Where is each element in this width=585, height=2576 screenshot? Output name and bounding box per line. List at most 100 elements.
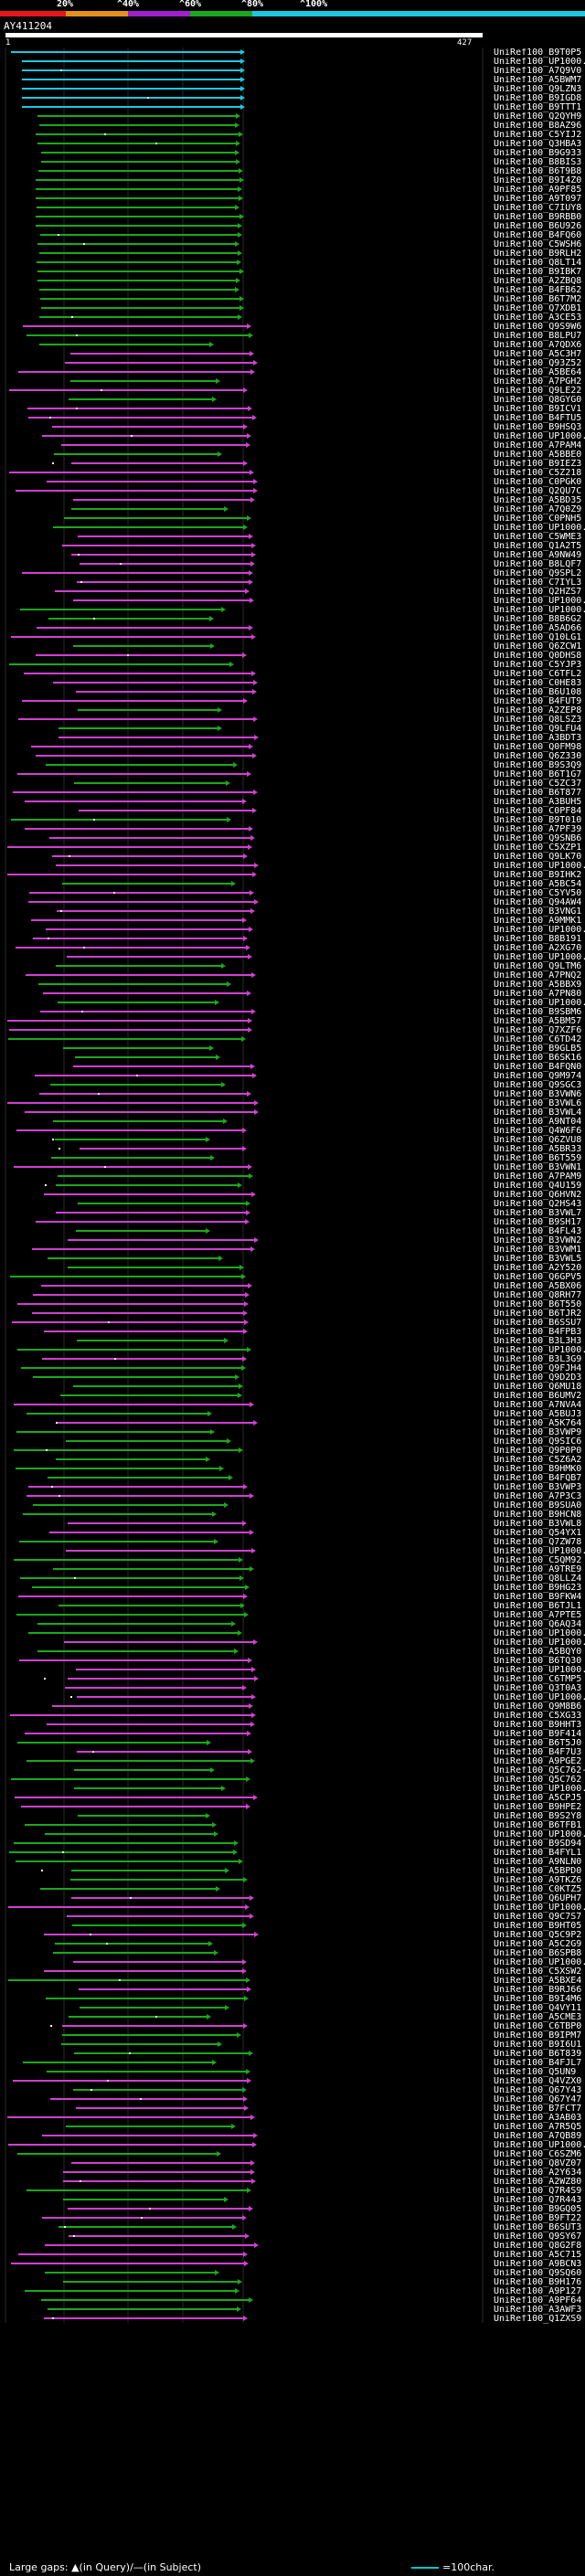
hit-name[interactable]: UniRef100_Q5C762-2 [494,1766,585,1776]
hit-name[interactable]: UniRef100_B9HG23 [494,1584,582,1593]
hit-name[interactable]: UniRef100_Q4VZX0 [494,2077,582,2086]
hit-name[interactable]: UniRef100_Q9M974 [494,1072,582,1081]
hit-name[interactable]: UniRef100_A9PF85 [494,186,582,195]
hit-name[interactable]: UniRef100_UP1000.. [494,926,585,935]
hit-name[interactable]: UniRef100_Q9SY67 [494,2232,582,2242]
hit-name[interactable]: UniRef100_A7QDX6 [494,341,582,350]
hit-name[interactable]: UniRef100_C5XZP1 [494,843,582,853]
hit-name[interactable]: UniRef100_B3VWL6 [494,1099,582,1108]
hit-name[interactable]: UniRef100_Q0DHS8 [494,652,582,661]
hit-name[interactable]: UniRef100_A5BR33 [494,1145,582,1154]
hit-name[interactable]: UniRef100_B8AZ96 [494,122,582,131]
hit-name[interactable]: UniRef100_B9T0P5 [494,48,582,58]
hit-name[interactable]: UniRef100_B6TQ30 [494,1657,582,1666]
hit-name[interactable]: UniRef100_A5BD35 [494,496,582,505]
hit-name[interactable]: UniRef100_UP1000.. [494,953,585,962]
hit-name[interactable]: UniRef100_B9ICV1 [494,405,582,414]
hit-name[interactable]: UniRef100_A2XG70 [494,944,582,953]
hit-name[interactable]: UniRef100_B6TJL1 [494,1602,582,1611]
hit-name[interactable]: UniRef100_B6T7M2 [494,295,582,304]
hit-name[interactable]: UniRef100_B9HMK0 [494,1465,582,1474]
hit-name[interactable]: UniRef100_A5C2G9 [494,1940,582,1949]
hit-name[interactable]: UniRef100_A3BUH5 [494,798,582,807]
hit-name[interactable]: UniRef100_UP1000.. [494,597,585,606]
hit-name[interactable]: UniRef100_B4FQB7 [494,1474,582,1483]
hit-name[interactable]: UniRef100_B9IEZ3 [494,460,582,469]
hit-name[interactable]: UniRef100_C0PNH5 [494,514,582,524]
hit-name[interactable]: UniRef100_Q4VY11 [494,2004,582,2013]
hit-name[interactable]: UniRef100_Q5C9P2 [494,1931,582,1940]
hit-name[interactable]: UniRef100_Q7XDB1 [494,304,582,313]
hit-name[interactable]: UniRef100_A7Q9V0 [494,67,582,76]
hit-name[interactable]: UniRef100_UP1000.. [494,1666,585,1675]
hit-name[interactable]: UniRef100_A5K764 [494,1419,582,1428]
hit-name[interactable]: UniRef100_Q93Z52 [494,359,582,368]
hit-name[interactable]: UniRef100_C6TFL2 [494,670,582,679]
hit-name[interactable]: UniRef100_Q10LG1 [494,633,582,642]
hit-name[interactable]: UniRef100_A7PN80 [494,990,582,999]
hit-name[interactable]: UniRef100_B3VWP3 [494,1483,582,1492]
hit-name[interactable]: UniRef100_C0PF84 [494,807,582,816]
hit-name[interactable]: UniRef100_B4FYL1 [494,1849,582,1858]
hit-name[interactable]: UniRef100_Q6Z330 [494,752,582,761]
hit-name[interactable]: UniRef100_B9SBM6 [494,1008,582,1017]
hit-name[interactable]: UniRef100_A7PAM9 [494,1172,582,1182]
hit-name[interactable]: UniRef100_B4FUT9 [494,697,582,706]
hit-name[interactable]: UniRef100_UP1000.. [494,606,585,615]
hit-name[interactable]: UniRef100_A7QB89 [494,2132,582,2141]
hit-name[interactable]: UniRef100_A9TKZ6 [494,1876,582,1885]
hit-name[interactable]: UniRef100_B9IBK7 [494,268,582,277]
hit-name[interactable]: UniRef100_B9S3Q9 [494,761,582,770]
hit-name[interactable]: UniRef100_B6T550 [494,1300,582,1309]
hit-name[interactable]: UniRef100_B9HPE2 [494,1803,582,1812]
hit-name[interactable]: UniRef100_Q6MU18 [494,1383,582,1392]
hit-name[interactable]: UniRef100_B8LQF7 [494,560,582,569]
hit-name[interactable]: UniRef100_C5XG33 [494,1712,582,1721]
hit-name[interactable]: UniRef100_Q9LFU4 [494,725,582,734]
hit-name[interactable]: UniRef100_A9TRE9 [494,1565,582,1574]
hit-name[interactable]: UniRef100_UP1000.. [494,1547,585,1556]
hit-name[interactable]: UniRef100_Q8RH77 [494,1291,582,1300]
hit-name[interactable]: UniRef100_A9NW49 [494,551,582,560]
hit-name[interactable]: UniRef100_C5WME3 [494,533,582,542]
hit-name[interactable]: UniRef100_A7R5Q5 [494,2123,582,2132]
hit-name[interactable]: UniRef100_B9FT22 [494,2214,582,2223]
hit-name[interactable]: UniRef100_A2WZ80 [494,2178,582,2187]
hit-name[interactable]: UniRef100_A9BCN3 [494,2260,582,2269]
hit-name[interactable]: UniRef100_B6SK16 [494,1054,582,1063]
hit-name[interactable]: UniRef100_A9PGE2 [494,1757,582,1766]
hit-name[interactable]: UniRef100_A3CE53 [494,313,582,323]
hit-name[interactable]: UniRef100_B9IPM7 [494,2031,582,2041]
hit-name[interactable]: UniRef100_A5BWM7 [494,76,582,85]
hit-name[interactable]: UniRef100_B9SH17 [494,1218,582,1227]
hit-name[interactable]: UniRef100_A9MMK1 [494,917,582,926]
hit-name[interactable]: UniRef100_B6U108 [494,688,582,697]
hit-name[interactable]: UniRef100_A7NVA4 [494,1401,582,1410]
hit-name[interactable]: UniRef100_B4FL43 [494,1227,582,1236]
hit-name[interactable]: UniRef100_C5YJP3 [494,661,582,670]
hit-name[interactable]: UniRef100_B8B6G2 [494,615,582,624]
hit-name[interactable]: UniRef100_A7PTE5 [494,1611,582,1620]
hit-name[interactable]: UniRef100_C5Z218 [494,469,582,478]
hit-name[interactable]: UniRef100_Q9M8B6 [494,1702,582,1712]
hit-name[interactable]: UniRef100_C6TMP5 [494,1675,582,1684]
hit-name[interactable]: UniRef100_B9HT05 [494,1922,582,1931]
hit-name[interactable]: UniRef100_A5BQY0 [494,1648,582,1657]
hit-name[interactable]: UniRef100_B4FTU5 [494,414,582,423]
hit-name[interactable]: UniRef100_Q9LK70 [494,853,582,862]
hit-name[interactable]: UniRef100_A7PNQ2 [494,971,582,981]
hit-name[interactable]: UniRef100_Q9FJH4 [494,1364,582,1373]
hit-name[interactable]: UniRef100_B9TTT1 [494,103,582,112]
hit-name[interactable]: UniRef100_UP1000.. [494,1346,585,1355]
hit-name[interactable]: UniRef100_B3L3H3 [494,1337,582,1346]
hit-name[interactable]: UniRef100_A7Q0Z9 [494,505,582,514]
hit-name[interactable]: UniRef100_Q2QYH9 [494,112,582,122]
hit-name[interactable]: UniRef100_B8BIS3 [494,158,582,167]
hit-name[interactable]: UniRef100_Q1ZXS9 [494,2315,582,2324]
hit-name[interactable]: UniRef100_B6SSU7 [494,1319,582,1328]
hit-name[interactable]: UniRef100_B6T5J0 [494,1739,582,1748]
hit-name[interactable]: UniRef100_C7IYL3 [494,578,582,588]
hit-name[interactable]: UniRef100_Q8GYG0 [494,396,582,405]
hit-name[interactable]: UniRef100_Q6HVN2 [494,1191,582,1200]
hit-name[interactable]: UniRef100_UP1000.. [494,1629,585,1638]
